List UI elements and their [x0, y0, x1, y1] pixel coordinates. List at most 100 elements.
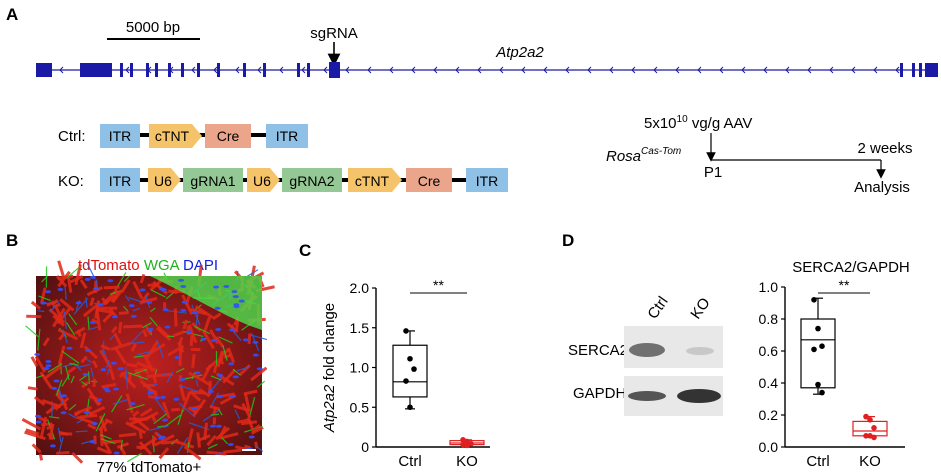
micrograph-fiber — [110, 341, 131, 351]
nucleus — [191, 406, 198, 410]
ctrl-construct: ITR cTNT Cre ITR — [100, 124, 308, 148]
ctrl-cre-label: Cre — [217, 128, 240, 144]
intron-arrow — [653, 66, 658, 74]
micrograph-fiber — [212, 312, 222, 321]
ko-u6-arrow-1 — [148, 168, 181, 192]
micrograph-fiber — [111, 289, 123, 303]
micrograph-fiber — [223, 448, 242, 454]
micrograph-fiber — [203, 316, 211, 332]
ko-construct-label: KO: — [58, 173, 84, 190]
micrograph-fiber — [122, 305, 129, 312]
ctrl-itr-left-label: ITR — [109, 128, 132, 144]
micrograph-fiber — [183, 445, 202, 461]
ko-grna2-label: gRNA2 — [289, 173, 334, 189]
chart-d-title: SERCA2/GAPDH — [792, 259, 910, 276]
y-axis-label: Atp2a2 fold change — [321, 303, 338, 433]
micrograph-fiber — [218, 336, 233, 344]
nucleus — [158, 436, 165, 440]
micrograph-fiber — [117, 321, 123, 334]
intron-arrow — [587, 66, 592, 74]
micrograph-fiber — [215, 426, 231, 441]
nucleus — [113, 387, 120, 391]
micrograph-fiber — [100, 434, 112, 440]
micrograph-fiber — [201, 364, 212, 381]
exon — [181, 63, 184, 77]
stain-legend: tdTomato WGA DAPI — [78, 257, 218, 274]
micrograph-fiber — [93, 280, 98, 294]
x-tick-label: Ctrl — [806, 453, 829, 470]
intron-arrow — [169, 66, 174, 74]
micrograph-fiber — [130, 343, 137, 352]
micrograph-fiber — [83, 345, 99, 360]
blot-gapdh-band-ctrl — [628, 391, 666, 401]
ctrl-itr-right — [266, 124, 308, 148]
micrograph-fiber — [143, 354, 155, 373]
box — [392, 344, 428, 398]
intron-arrow — [829, 66, 834, 74]
micrograph-fiber — [187, 406, 198, 415]
micrograph-fiber — [246, 269, 259, 277]
micrograph-fiber — [30, 356, 39, 367]
nucleus — [162, 308, 169, 312]
ko-u6-label-1: U6 — [154, 173, 172, 189]
nucleus — [96, 398, 103, 402]
micrograph-fiber — [70, 375, 75, 384]
micrograph-fiber — [142, 329, 148, 338]
nucleus — [162, 418, 169, 422]
micrograph-fiber — [27, 386, 38, 391]
micrograph-fiber — [187, 324, 198, 344]
micrograph-fiber — [222, 345, 228, 361]
micrograph-fiber — [79, 279, 88, 289]
nucleus — [75, 301, 82, 305]
micrograph-fiber — [68, 403, 77, 411]
nucleus — [100, 368, 107, 372]
micrograph-fiber — [201, 329, 215, 350]
nucleus — [186, 330, 193, 334]
micrograph-fiber — [75, 430, 88, 433]
micrograph-fiber — [152, 280, 169, 295]
ko-ctnt-arrow — [348, 168, 402, 192]
micrograph-fiber — [58, 436, 64, 454]
micrograph-fiber — [127, 371, 149, 381]
micrograph-fiber — [153, 413, 167, 425]
nucleus — [178, 278, 185, 282]
nucleus — [238, 299, 245, 303]
blot-gapdh-band-ko — [677, 389, 721, 403]
micrograph-fiber — [189, 390, 202, 402]
micrograph-fiber — [139, 407, 153, 418]
dose-label: 5x1010 vg/g AAV — [644, 114, 752, 132]
intron-arrow — [609, 66, 614, 74]
micrograph-fiber — [73, 410, 82, 417]
box — [800, 318, 836, 389]
ko-grna2 — [282, 168, 342, 192]
micrograph-fiber — [149, 425, 169, 431]
micrograph-fiber — [101, 383, 117, 389]
nucleus — [104, 389, 111, 393]
micrograph-fiber — [69, 275, 84, 284]
nucleus — [191, 311, 198, 315]
micrograph-fiber — [161, 401, 171, 419]
exon — [297, 63, 300, 77]
nucleus — [51, 386, 58, 390]
nucleus — [66, 346, 73, 350]
micrograph-fiber — [118, 432, 137, 438]
mouse-line-label: RosaCas-Tom — [606, 146, 681, 165]
exon — [307, 63, 310, 77]
micrograph-fiber — [139, 273, 146, 284]
blot-row-gapdh: GAPDH — [573, 385, 626, 402]
y-tick-label: 0.0 — [759, 439, 779, 455]
micrograph-fiber — [210, 375, 222, 381]
micrograph-fiber — [132, 410, 140, 418]
intron-arrow — [543, 66, 548, 74]
micrograph-fiber — [191, 304, 201, 326]
micrograph-fiber — [57, 270, 71, 288]
micrograph-fiber — [188, 371, 199, 379]
micrograph-fiber — [124, 295, 130, 302]
data-point — [819, 389, 825, 396]
micrograph-fiber — [219, 432, 239, 440]
y-tick-label: 1.5 — [350, 320, 370, 336]
micrograph-fiber — [102, 311, 115, 323]
nucleus — [242, 338, 249, 342]
intron-arrow — [433, 66, 438, 74]
micrograph-fiber — [118, 311, 129, 315]
